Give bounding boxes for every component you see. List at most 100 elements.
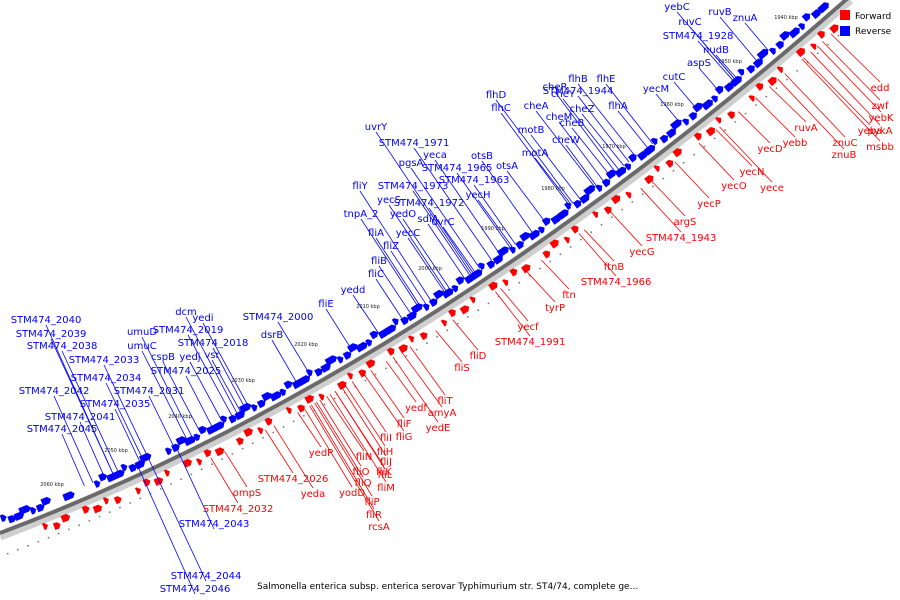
track-dot (426, 342, 428, 344)
track-dot (714, 138, 716, 140)
leader-line (526, 271, 555, 302)
track-dot (734, 121, 736, 123)
tick-label: 2020 kbp (294, 342, 318, 348)
gene-label-stm474-2043: STM474_2043 (179, 519, 250, 530)
track-dot (37, 541, 39, 543)
reverse-gene-block-0 (0, 513, 8, 522)
track-dot (68, 529, 70, 531)
gene-label-args: argS (674, 217, 697, 228)
gene-label-flis: fliS (454, 363, 469, 374)
leader-line (535, 158, 571, 205)
gene-label-stm474-2045: STM474_2045 (27, 424, 98, 435)
tick-label: 1970 kbp (602, 144, 626, 150)
leader-line (804, 58, 870, 125)
track-dot (211, 463, 213, 465)
gene-label-stm474-2042: STM474_2042 (19, 386, 90, 397)
legend-reverse-swatch (840, 26, 850, 36)
gene-label-ruva: ruvA (794, 123, 817, 134)
gene-label-yecg: yecG (629, 247, 654, 258)
track-dot (838, 35, 840, 37)
gene-label-ruvb: ruvB (708, 7, 731, 18)
gene-label-stm474-2044: STM474_2044 (171, 571, 242, 582)
track-dot (272, 432, 274, 434)
tick-label: 1940 kbp (774, 15, 798, 21)
track-dot (170, 483, 172, 485)
track-dot (590, 231, 592, 233)
gene-label-stm474-2032: STM474_2032 (203, 504, 274, 515)
gene-label-fliy: fliY (352, 181, 368, 192)
gene-label-yeco: yecO (721, 181, 747, 192)
track-dot (745, 113, 747, 115)
gene-label-flio: fliO (353, 467, 370, 478)
gene-label-flhe: flhE (597, 74, 616, 85)
gene-label-mota: motA (522, 148, 549, 159)
gene-label-uvry: uvrY (365, 122, 388, 133)
reverse-gene-block-100 (769, 46, 778, 55)
track-dot (467, 316, 469, 318)
gene-label-flhc: flhC (491, 103, 511, 114)
track-dot (180, 478, 182, 480)
forward-gene-block-61 (665, 158, 675, 168)
track-dot (109, 511, 111, 513)
leader-line (225, 451, 248, 487)
reverse-gene-block-88 (682, 117, 691, 126)
forward-gene-block-5 (93, 503, 104, 513)
gene-label-motb: motB (518, 125, 545, 136)
reverse-gene-block-84 (651, 136, 660, 145)
leader-line (756, 98, 796, 137)
reverse-gene-block-75 (583, 183, 597, 196)
track-dot (477, 309, 479, 311)
legend: Forward Reverse (840, 10, 892, 37)
legend-reverse-label: Reverse (855, 27, 892, 37)
map-caption: Salmonella enterica subsp. enterica sero… (257, 582, 638, 592)
leader-line (656, 94, 680, 123)
gene-label-vsr: vsr (204, 350, 220, 361)
leader-line (453, 320, 478, 350)
gene-label-stm474-2039: STM474_2039 (16, 329, 87, 340)
forward-gene-block-49 (542, 249, 552, 259)
gene-label-yecd: yecD (757, 144, 783, 155)
gene-label-stm474-2041: STM474_2041 (45, 412, 116, 423)
reverse-gene-block-24 (220, 414, 229, 423)
legend-forward-swatch (840, 10, 850, 20)
track-dot (570, 246, 572, 248)
track-dot (683, 162, 685, 164)
leader-line (542, 260, 570, 289)
tick-label: 2050 kbp (104, 448, 128, 454)
gene-label-flii: fliI (380, 433, 392, 444)
reverse-gene-block-101 (775, 39, 786, 50)
track-dot (518, 282, 520, 284)
track-dot (231, 453, 233, 455)
track-dot (508, 289, 510, 291)
gene-label-cutc: cutC (663, 72, 686, 83)
gene-label-otsb: otsB (471, 151, 493, 162)
gene-label-ruvc: ruvC (678, 17, 701, 28)
leader-line (376, 279, 402, 319)
gene-label-yecn: yecN (739, 167, 764, 178)
gene-label-flim: fliM (377, 483, 395, 494)
tick-label: 1980 kbp (541, 186, 565, 192)
track-dot (786, 79, 788, 81)
track-dot (662, 178, 664, 180)
leader-line (443, 227, 475, 272)
track-dot (201, 468, 203, 470)
forward-gene-block-55 (604, 205, 614, 215)
gene-label-yebc: yebC (664, 2, 689, 13)
track-dot (160, 488, 162, 490)
track-dot (129, 502, 131, 504)
gene-label-znub: znuB (832, 150, 857, 161)
track-dot (724, 129, 726, 131)
gene-label-yecf: yecf (517, 322, 539, 333)
leader-line (610, 211, 642, 246)
forward-gene-block-77 (829, 22, 840, 33)
gene-label-yebk: yebK (869, 113, 894, 124)
track-dot (827, 44, 829, 46)
track-dot (765, 96, 767, 98)
gene-label-stm474-1943: STM474_1943 (646, 233, 717, 244)
track-dot (58, 533, 60, 535)
forward-gene-block-31 (358, 368, 368, 378)
legend-forward-label: Forward (855, 12, 891, 22)
gene-label-ftn: ftn (562, 290, 576, 301)
track-dot (365, 380, 367, 382)
track-dot (191, 473, 193, 475)
